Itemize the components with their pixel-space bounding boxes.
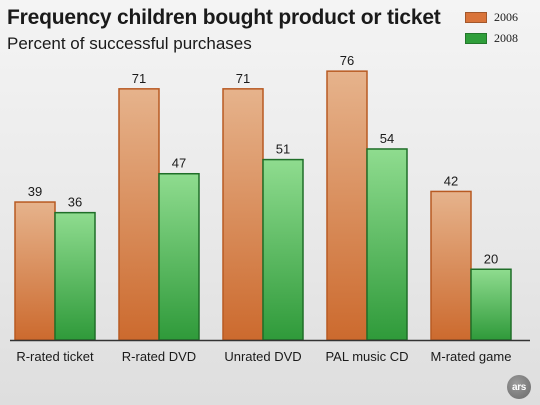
data-label-2006-1: 71 <box>132 71 146 86</box>
bar-2008-2 <box>262 158 304 341</box>
bar-2006-1 <box>118 88 160 341</box>
category-label-0: R-rated ticket <box>16 349 94 364</box>
legend-item-2006: 2006 <box>465 10 518 25</box>
category-label-1: R-rated DVD <box>122 349 196 364</box>
legend-label-2008: 2008 <box>494 31 518 45</box>
bar-2008-1 <box>158 172 200 341</box>
data-label-2008-1: 47 <box>172 156 186 171</box>
legend-swatch-2006 <box>465 12 487 23</box>
data-label-2006-0: 39 <box>28 184 42 199</box>
data-label-2008-3: 54 <box>380 131 394 146</box>
bar-2008-4 <box>470 268 512 341</box>
data-label-2008-2: 51 <box>276 142 290 157</box>
category-label-3: PAL music CD <box>325 349 408 364</box>
legend-item-2008: 2008 <box>465 31 518 46</box>
bar-2008-0 <box>54 211 96 341</box>
data-label-2006-4: 42 <box>444 173 458 188</box>
chart-subtitle: Percent of successful purchases <box>7 34 252 53</box>
data-label-2008-0: 36 <box>68 195 82 210</box>
chart-legend: 2006 2008 <box>465 10 518 52</box>
bar-2008-3 <box>366 148 408 341</box>
legend-label-2006: 2006 <box>494 10 518 24</box>
legend-swatch-2008 <box>465 33 487 44</box>
bar-2006-3 <box>326 70 368 341</box>
ars-logo: ars <box>507 375 531 399</box>
chart-title: Frequency children bought product or tic… <box>7 6 441 29</box>
bar-2006-4 <box>430 190 472 341</box>
category-label-2: Unrated DVD <box>224 349 301 364</box>
data-label-2008-4: 20 <box>484 251 498 266</box>
data-label-2006-2: 71 <box>236 71 250 86</box>
bar-2006-0 <box>14 201 56 341</box>
data-label-2006-3: 76 <box>340 53 354 68</box>
category-label-4: M-rated game <box>431 349 512 364</box>
bar-2006-2 <box>222 88 264 341</box>
